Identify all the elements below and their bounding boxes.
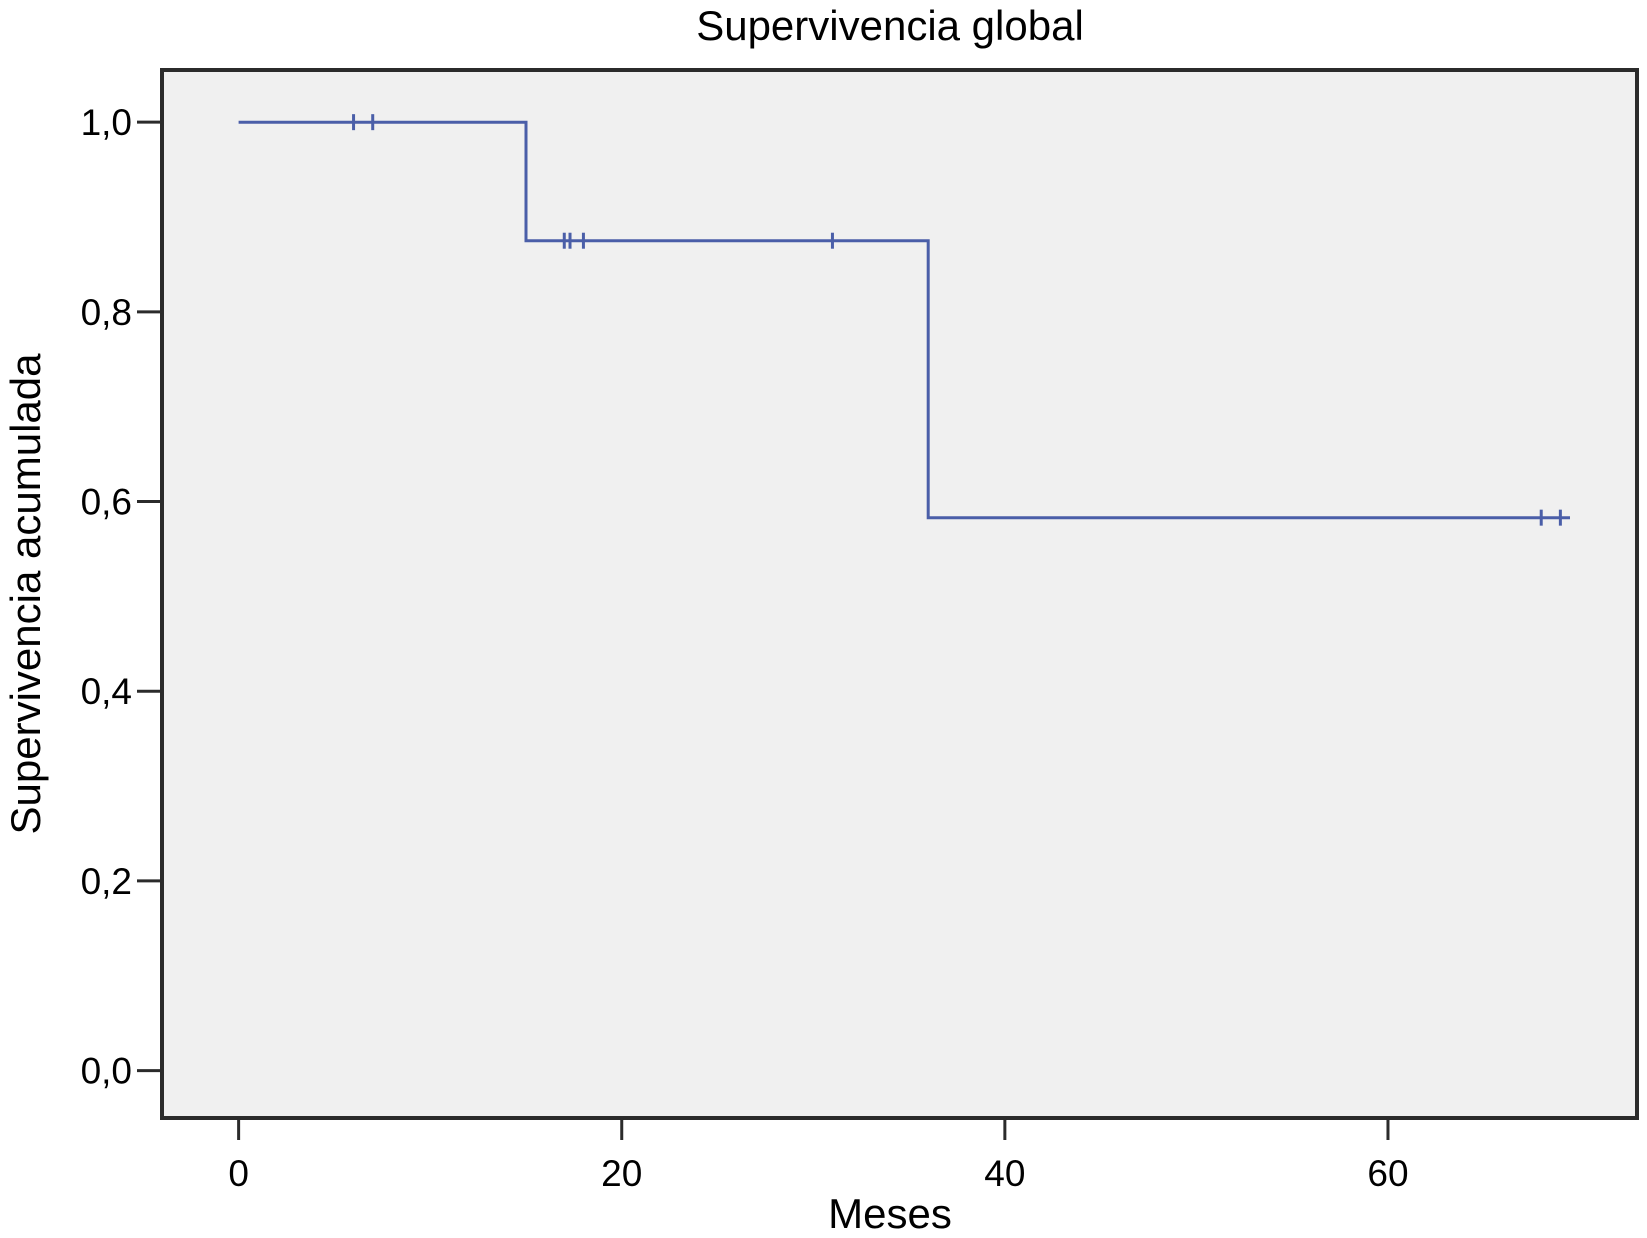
survival-step-line xyxy=(238,120,1570,520)
y-axis: 0,0 0,2 0,4 0,6 0,8 1,0 xyxy=(81,102,162,1092)
y-tick-label: 0,0 xyxy=(81,1051,132,1092)
x-tick-label: 60 xyxy=(1367,1153,1408,1194)
x-axis: 0 20 40 60 xyxy=(228,1118,1409,1194)
x-axis-title: Meses xyxy=(828,1190,952,1237)
plot-area xyxy=(160,68,1639,1120)
y-tick-label: 1,0 xyxy=(81,102,132,143)
y-axis-title: Supervivencia acumulada xyxy=(2,353,49,835)
chart-title: Supervivencia global xyxy=(696,2,1084,49)
x-tick-label: 0 xyxy=(228,1153,249,1194)
y-tick-label: 0,4 xyxy=(81,671,132,712)
y-tick-label: 0,2 xyxy=(81,861,132,902)
series-layer xyxy=(238,114,1570,526)
x-tick-label: 20 xyxy=(601,1153,642,1194)
y-tick-label: 0,8 xyxy=(81,292,132,333)
y-tick-label: 0,6 xyxy=(81,482,132,523)
x-tick-label: 40 xyxy=(984,1153,1025,1194)
